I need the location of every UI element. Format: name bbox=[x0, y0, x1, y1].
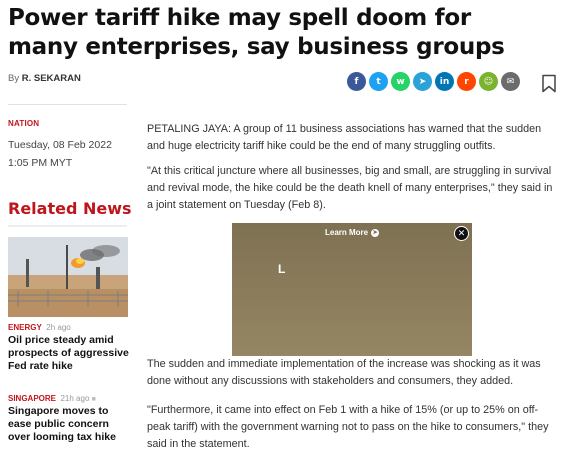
ad-learn-more-link[interactable]: Learn More ➤ bbox=[325, 228, 380, 237]
related-news-age: 2h ago bbox=[46, 323, 71, 332]
publish-time: 1:05 PM MYT bbox=[8, 157, 73, 169]
related-news-category[interactable]: ENERGY bbox=[8, 323, 42, 332]
whatsapp-icon[interactable]: w bbox=[391, 72, 410, 91]
article-paragraph: The sudden and immediate implementation … bbox=[147, 358, 541, 387]
article-headline: Power tariff hike may spell doom for man… bbox=[8, 5, 505, 60]
wechat-icon[interactable]: ☺ bbox=[479, 72, 498, 91]
lock-icon: ■ bbox=[91, 396, 96, 403]
article-paragraph: "At this critical juncture where all bus… bbox=[147, 165, 553, 211]
telegram-icon[interactable]: ➤ bbox=[413, 72, 432, 91]
related-news-title[interactable]: Singapore moves to ease public concern o… bbox=[8, 405, 116, 443]
publish-date: Tuesday, 08 Feb 2022 bbox=[8, 139, 112, 151]
video-ad[interactable]: Learn More ➤ ✕ L bbox=[232, 223, 472, 356]
ad-learn-more-label: Learn More bbox=[325, 228, 369, 237]
oil-refinery-image bbox=[8, 237, 128, 317]
byline-prefix: By bbox=[8, 73, 20, 84]
chevron-right-icon: ➤ bbox=[371, 228, 380, 237]
reddit-icon[interactable]: r bbox=[457, 72, 476, 91]
related-news-meta: SINGAPORE 21h ago ■ bbox=[8, 394, 96, 403]
related-news-category[interactable]: SINGAPORE bbox=[8, 394, 57, 403]
divider bbox=[8, 104, 127, 105]
related-news-thumbnail[interactable] bbox=[8, 237, 128, 317]
ad-text: L bbox=[278, 262, 286, 276]
divider bbox=[8, 225, 127, 227]
close-icon[interactable]: ✕ bbox=[454, 226, 469, 241]
related-news-heading: Related News bbox=[8, 199, 132, 218]
linkedin-icon[interactable]: in bbox=[435, 72, 454, 91]
byline: By R. SEKARAN bbox=[8, 73, 81, 84]
facebook-icon[interactable]: f bbox=[347, 72, 366, 91]
category-label[interactable]: NATION bbox=[8, 119, 40, 128]
author-name[interactable]: R. SEKARAN bbox=[21, 73, 81, 84]
bookmark-icon[interactable] bbox=[541, 74, 557, 93]
twitter-icon[interactable]: t bbox=[369, 72, 388, 91]
article-paragraph: "Furthermore, it came into effect on Feb… bbox=[147, 404, 549, 450]
email-icon[interactable]: ✉ bbox=[501, 72, 520, 91]
share-bar: f t w ➤ in r ☺ ✉ bbox=[347, 72, 520, 91]
related-news-meta: ENERGY 2h ago bbox=[8, 323, 71, 332]
related-news-age: 21h ago bbox=[60, 394, 90, 403]
article-paragraph: PETALING JAYA: A group of 11 business as… bbox=[147, 123, 542, 152]
related-news-title[interactable]: Oil price steady amid prospects of aggre… bbox=[8, 334, 129, 372]
